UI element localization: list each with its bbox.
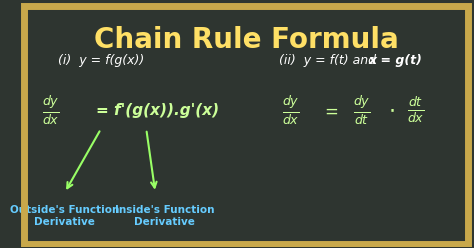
Text: x = g(t): x = g(t) <box>369 54 422 67</box>
Text: $\frac{dt}{dx}$: $\frac{dt}{dx}$ <box>407 96 425 125</box>
Text: $\frac{dy}{dx}$: $\frac{dy}{dx}$ <box>42 94 60 127</box>
Text: $\cdot$: $\cdot$ <box>388 100 394 121</box>
Text: $=$: $=$ <box>321 101 338 120</box>
Text: (ii)  y = f(t) and: (ii) y = f(t) and <box>279 54 376 67</box>
Text: Inside's Function
Derivative: Inside's Function Derivative <box>115 205 214 226</box>
Text: Outside's Function
Derivative: Outside's Function Derivative <box>10 205 119 226</box>
Text: $\frac{dy}{dx}$: $\frac{dy}{dx}$ <box>283 94 300 127</box>
Text: = f'(g(x)).g'(x): = f'(g(x)).g'(x) <box>96 103 219 118</box>
Text: Chain Rule Formula: Chain Rule Formula <box>93 26 398 54</box>
Text: $\frac{dy}{dt}$: $\frac{dy}{dt}$ <box>353 94 370 127</box>
Text: (i)  y = f(g(x)): (i) y = f(g(x)) <box>58 54 144 67</box>
